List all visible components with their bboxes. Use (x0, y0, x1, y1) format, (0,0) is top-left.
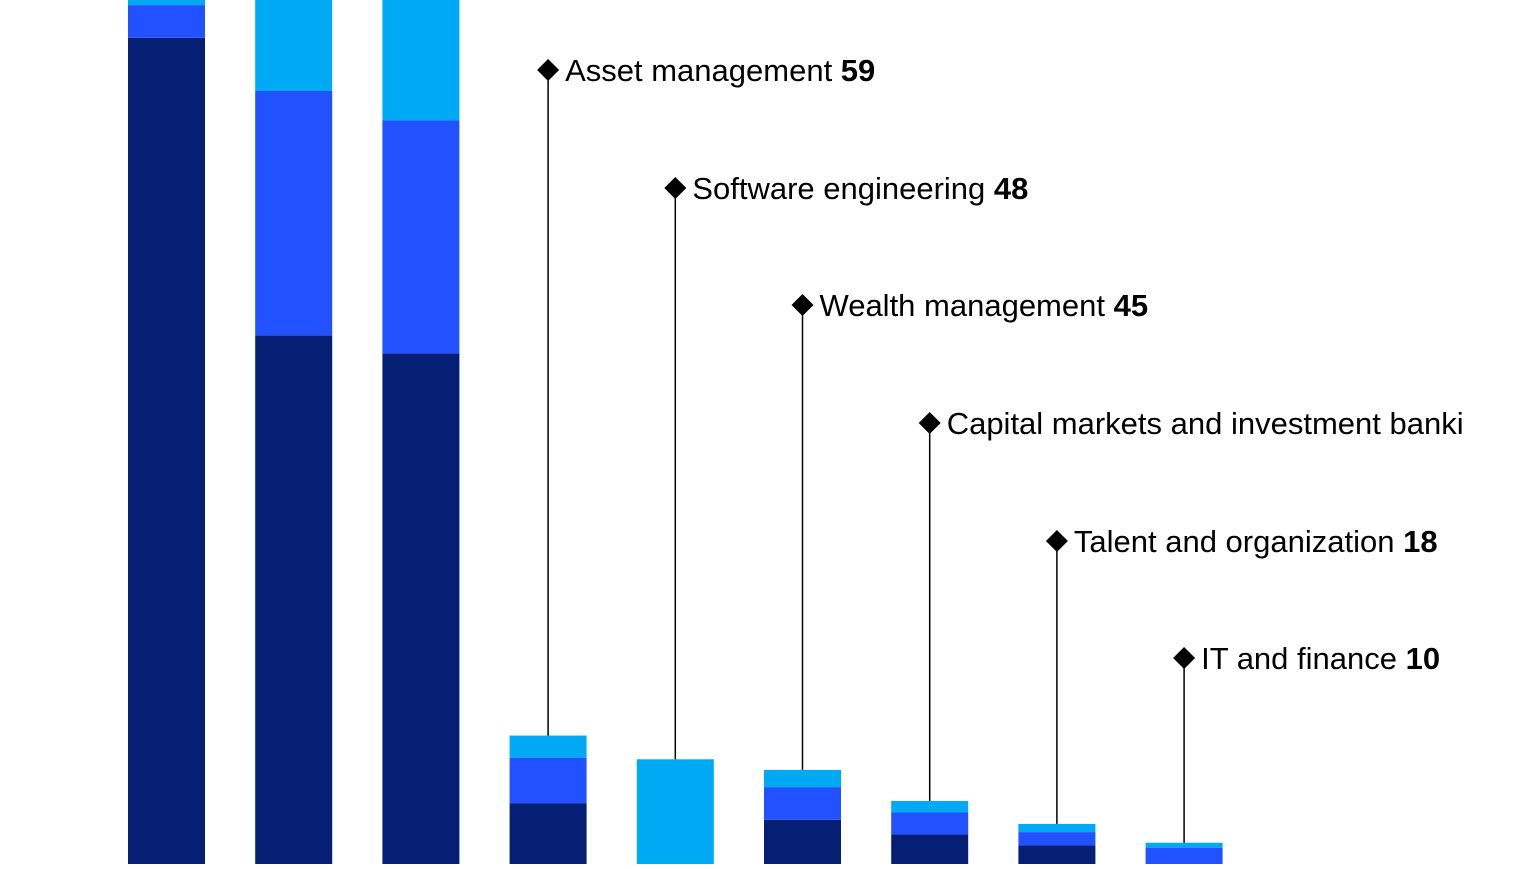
bar-segment-bar-1-mid (128, 5, 205, 38)
bar-segment-bar-1-dark (128, 37, 205, 864)
callout-label: Capital markets and investment banki (947, 406, 1464, 441)
callout-it-and-finance: IT and finance 10 (1173, 641, 1440, 843)
bar-segment-talent-and-organization-mid (1018, 832, 1096, 846)
callout-label: Asset management 59 (565, 53, 875, 88)
callout-label: Wealth management 45 (820, 288, 1149, 323)
bar-segment-bar-2-light (255, 0, 333, 91)
diamond-marker-icon (1045, 530, 1068, 552)
bar-segment-bar-1-light (128, 0, 205, 6)
callout-category-label: Asset management (565, 53, 832, 88)
callout-category-label: IT and finance (1201, 641, 1397, 676)
bar-segment-asset-management-mid (509, 757, 587, 804)
bar-segment-it-and-finance-mid (1145, 847, 1223, 864)
callout-category-label: Wealth management (820, 288, 1106, 323)
callout-talent-and-organization: Talent and organization 18 (1045, 524, 1438, 824)
diamond-marker-icon (791, 294, 814, 316)
bar-segment-bar-3-dark (382, 353, 460, 864)
callout-category-label: Talent and organization (1074, 524, 1395, 559)
callout-capital-markets-and-investment-banki: Capital markets and investment banki (918, 406, 1464, 802)
callouts-layer: Asset management 59 Software engineering … (537, 53, 1464, 843)
callout-label: Software engineering 48 (692, 171, 1028, 206)
bar-segment-capital-markets-and-investment-banki-mid (891, 812, 969, 835)
bar-segment-wealth-management-mid (764, 787, 841, 820)
bar-segment-bar-2-mid (255, 90, 333, 336)
callout-category-label: Capital markets and investment banki (947, 406, 1464, 441)
bar-segment-asset-management-light (509, 735, 587, 758)
callout-value-label: 48 (985, 171, 1028, 206)
bar-segment-bar-2-dark (255, 335, 333, 864)
diamond-marker-icon (918, 412, 941, 434)
bar-segment-bar-3-mid (382, 120, 460, 354)
callout-value-label: 18 (1394, 524, 1437, 559)
bar-segment-bar-3-light (382, 0, 460, 121)
callout-value-label: 10 (1397, 641, 1440, 676)
callout-wealth-management: Wealth management 45 (791, 288, 1149, 770)
diamond-marker-icon (1173, 647, 1196, 669)
bar-segment-wealth-management-dark (764, 819, 841, 864)
bar-segment-capital-markets-and-investment-banki-dark (891, 834, 969, 864)
bar-segment-capital-markets-and-investment-banki-light (891, 801, 969, 813)
callout-software-engineering: Software engineering 48 (664, 171, 1028, 760)
bar-segment-asset-management-dark (509, 803, 587, 864)
diamond-marker-icon (537, 59, 560, 81)
bar-segment-wealth-management-light (764, 769, 841, 788)
callout-label: Talent and organization 18 (1074, 524, 1438, 559)
bars-layer (128, 0, 1223, 864)
bar-segment-it-and-finance-light (1145, 842, 1223, 848)
bar-segment-talent-and-organization-light (1018, 823, 1096, 833)
diamond-marker-icon (664, 177, 687, 199)
callout-asset-management: Asset management 59 (537, 53, 875, 736)
callout-value-label: 45 (1105, 288, 1148, 323)
callout-label: IT and finance 10 (1201, 641, 1440, 676)
callout-category-label: Software engineering (692, 171, 985, 206)
bar-segment-talent-and-organization-dark (1018, 845, 1096, 864)
callout-value-label: 59 (832, 53, 875, 88)
bar-segment-software-engineering-light (636, 759, 714, 864)
